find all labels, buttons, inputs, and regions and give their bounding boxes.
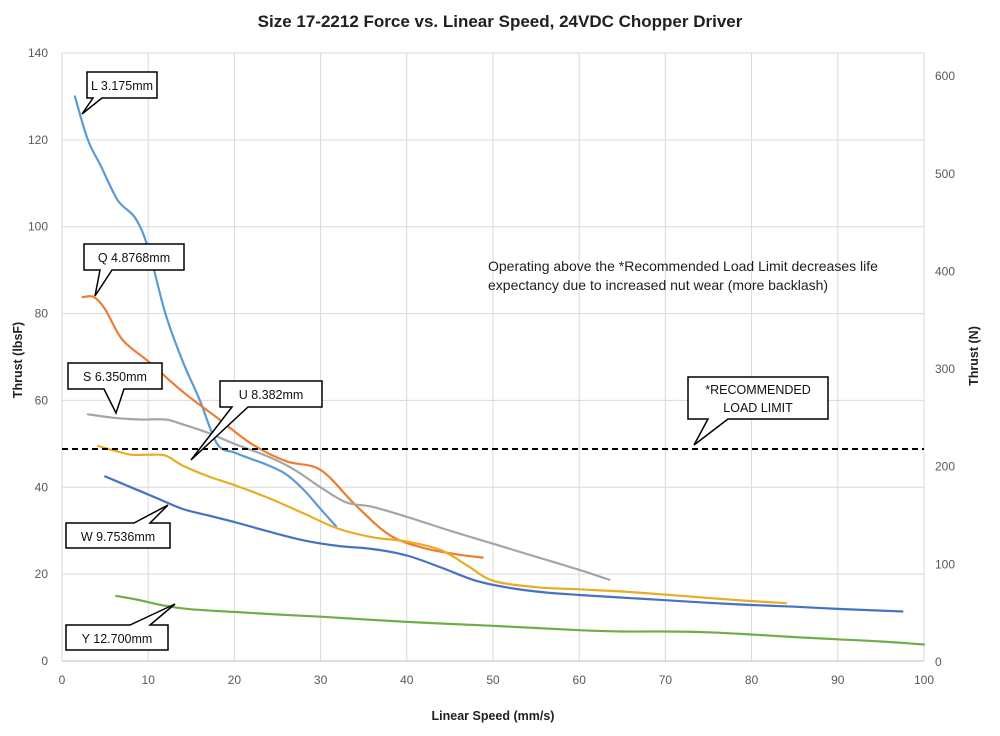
x-axis-title: Linear Speed (mm/s)	[432, 709, 555, 723]
y2-tick-label: 600	[935, 69, 955, 83]
y-tick-label: 80	[35, 307, 49, 321]
x-tick-label: 0	[59, 673, 66, 687]
callout-s-6350: S 6.350mm	[67, 362, 163, 415]
y-tick-label: 40	[35, 480, 49, 494]
chart-title: Size 17-2212 Force vs. Linear Speed, 24V…	[258, 12, 743, 31]
series-line-6	[115, 594, 926, 646]
x-tick-label: 10	[142, 673, 156, 687]
callout-recommended-load-limit: *RECOMMENDED LOAD LIMIT	[687, 376, 829, 446]
gridlines	[61, 52, 925, 662]
y-tick-label: 140	[28, 46, 48, 60]
series-line-3	[86, 413, 611, 581]
y2-axis-title: Thrust (N)	[967, 326, 981, 386]
x-tick-label: 80	[745, 673, 759, 687]
callout-l-3175: L 3.175mm	[81, 71, 158, 115]
x-tick-label: 20	[228, 673, 242, 687]
y2-tick-label: 300	[935, 362, 955, 376]
y2-tick-labels: 0 100 200 300 400 500 600	[935, 69, 955, 669]
y-axis-title: Thrust (lbsF)	[11, 322, 25, 398]
recommended-label-line1: *RECOMMENDED	[705, 383, 811, 397]
callout-label-y: Y 12.700mm	[82, 632, 153, 646]
x-tick-label: 30	[314, 673, 328, 687]
series-line-2	[81, 295, 484, 559]
y2-tick-label: 200	[935, 460, 955, 474]
callout-label-u: U 8.382mm	[239, 388, 304, 402]
series-line-5	[104, 475, 904, 613]
y2-tick-label: 0	[935, 655, 942, 669]
callout-w-97536: W 9.7536mm	[65, 504, 171, 549]
recommended-label-line2: LOAD LIMIT	[723, 401, 793, 415]
series-lines	[73, 95, 926, 646]
x-tick-label: 100	[914, 673, 934, 687]
y-tick-label: 100	[28, 220, 48, 234]
y-tick-labels: 0 20 40 60 80 100 120 140	[28, 46, 48, 668]
y-tick-label: 0	[41, 654, 48, 668]
annotation-line-2: expectancy due to increased nut wear (mo…	[488, 277, 828, 293]
annotation-line-1: Operating above the *Recommended Load Li…	[488, 258, 878, 274]
y2-tick-label: 400	[935, 264, 955, 278]
callout-label-s: S 6.350mm	[83, 370, 147, 384]
x-tick-labels: 0 10 20 30 40 50 60 70 80 90 100	[59, 673, 935, 687]
x-tick-label: 90	[831, 673, 845, 687]
callout-label-l: L 3.175mm	[91, 79, 153, 93]
y-tick-label: 120	[28, 133, 48, 147]
x-tick-label: 40	[400, 673, 414, 687]
x-tick-label: 70	[659, 673, 673, 687]
x-tick-label: 50	[486, 673, 500, 687]
y2-tick-label: 100	[935, 557, 955, 571]
callout-label-q: Q 4.8768mm	[98, 251, 170, 265]
callout-u-8382: U 8.382mm	[190, 380, 323, 461]
callout-label-w: W 9.7536mm	[81, 530, 155, 544]
y-tick-label: 60	[35, 393, 49, 407]
series-line-1	[73, 95, 338, 528]
callout-q-48768: Q 4.8768mm	[83, 243, 185, 297]
y2-tick-label: 500	[935, 167, 955, 181]
y-tick-label: 20	[35, 567, 49, 581]
callout-y-12700: Y 12.700mm	[65, 603, 176, 651]
series-line-4	[97, 444, 788, 605]
x-tick-label: 60	[573, 673, 587, 687]
